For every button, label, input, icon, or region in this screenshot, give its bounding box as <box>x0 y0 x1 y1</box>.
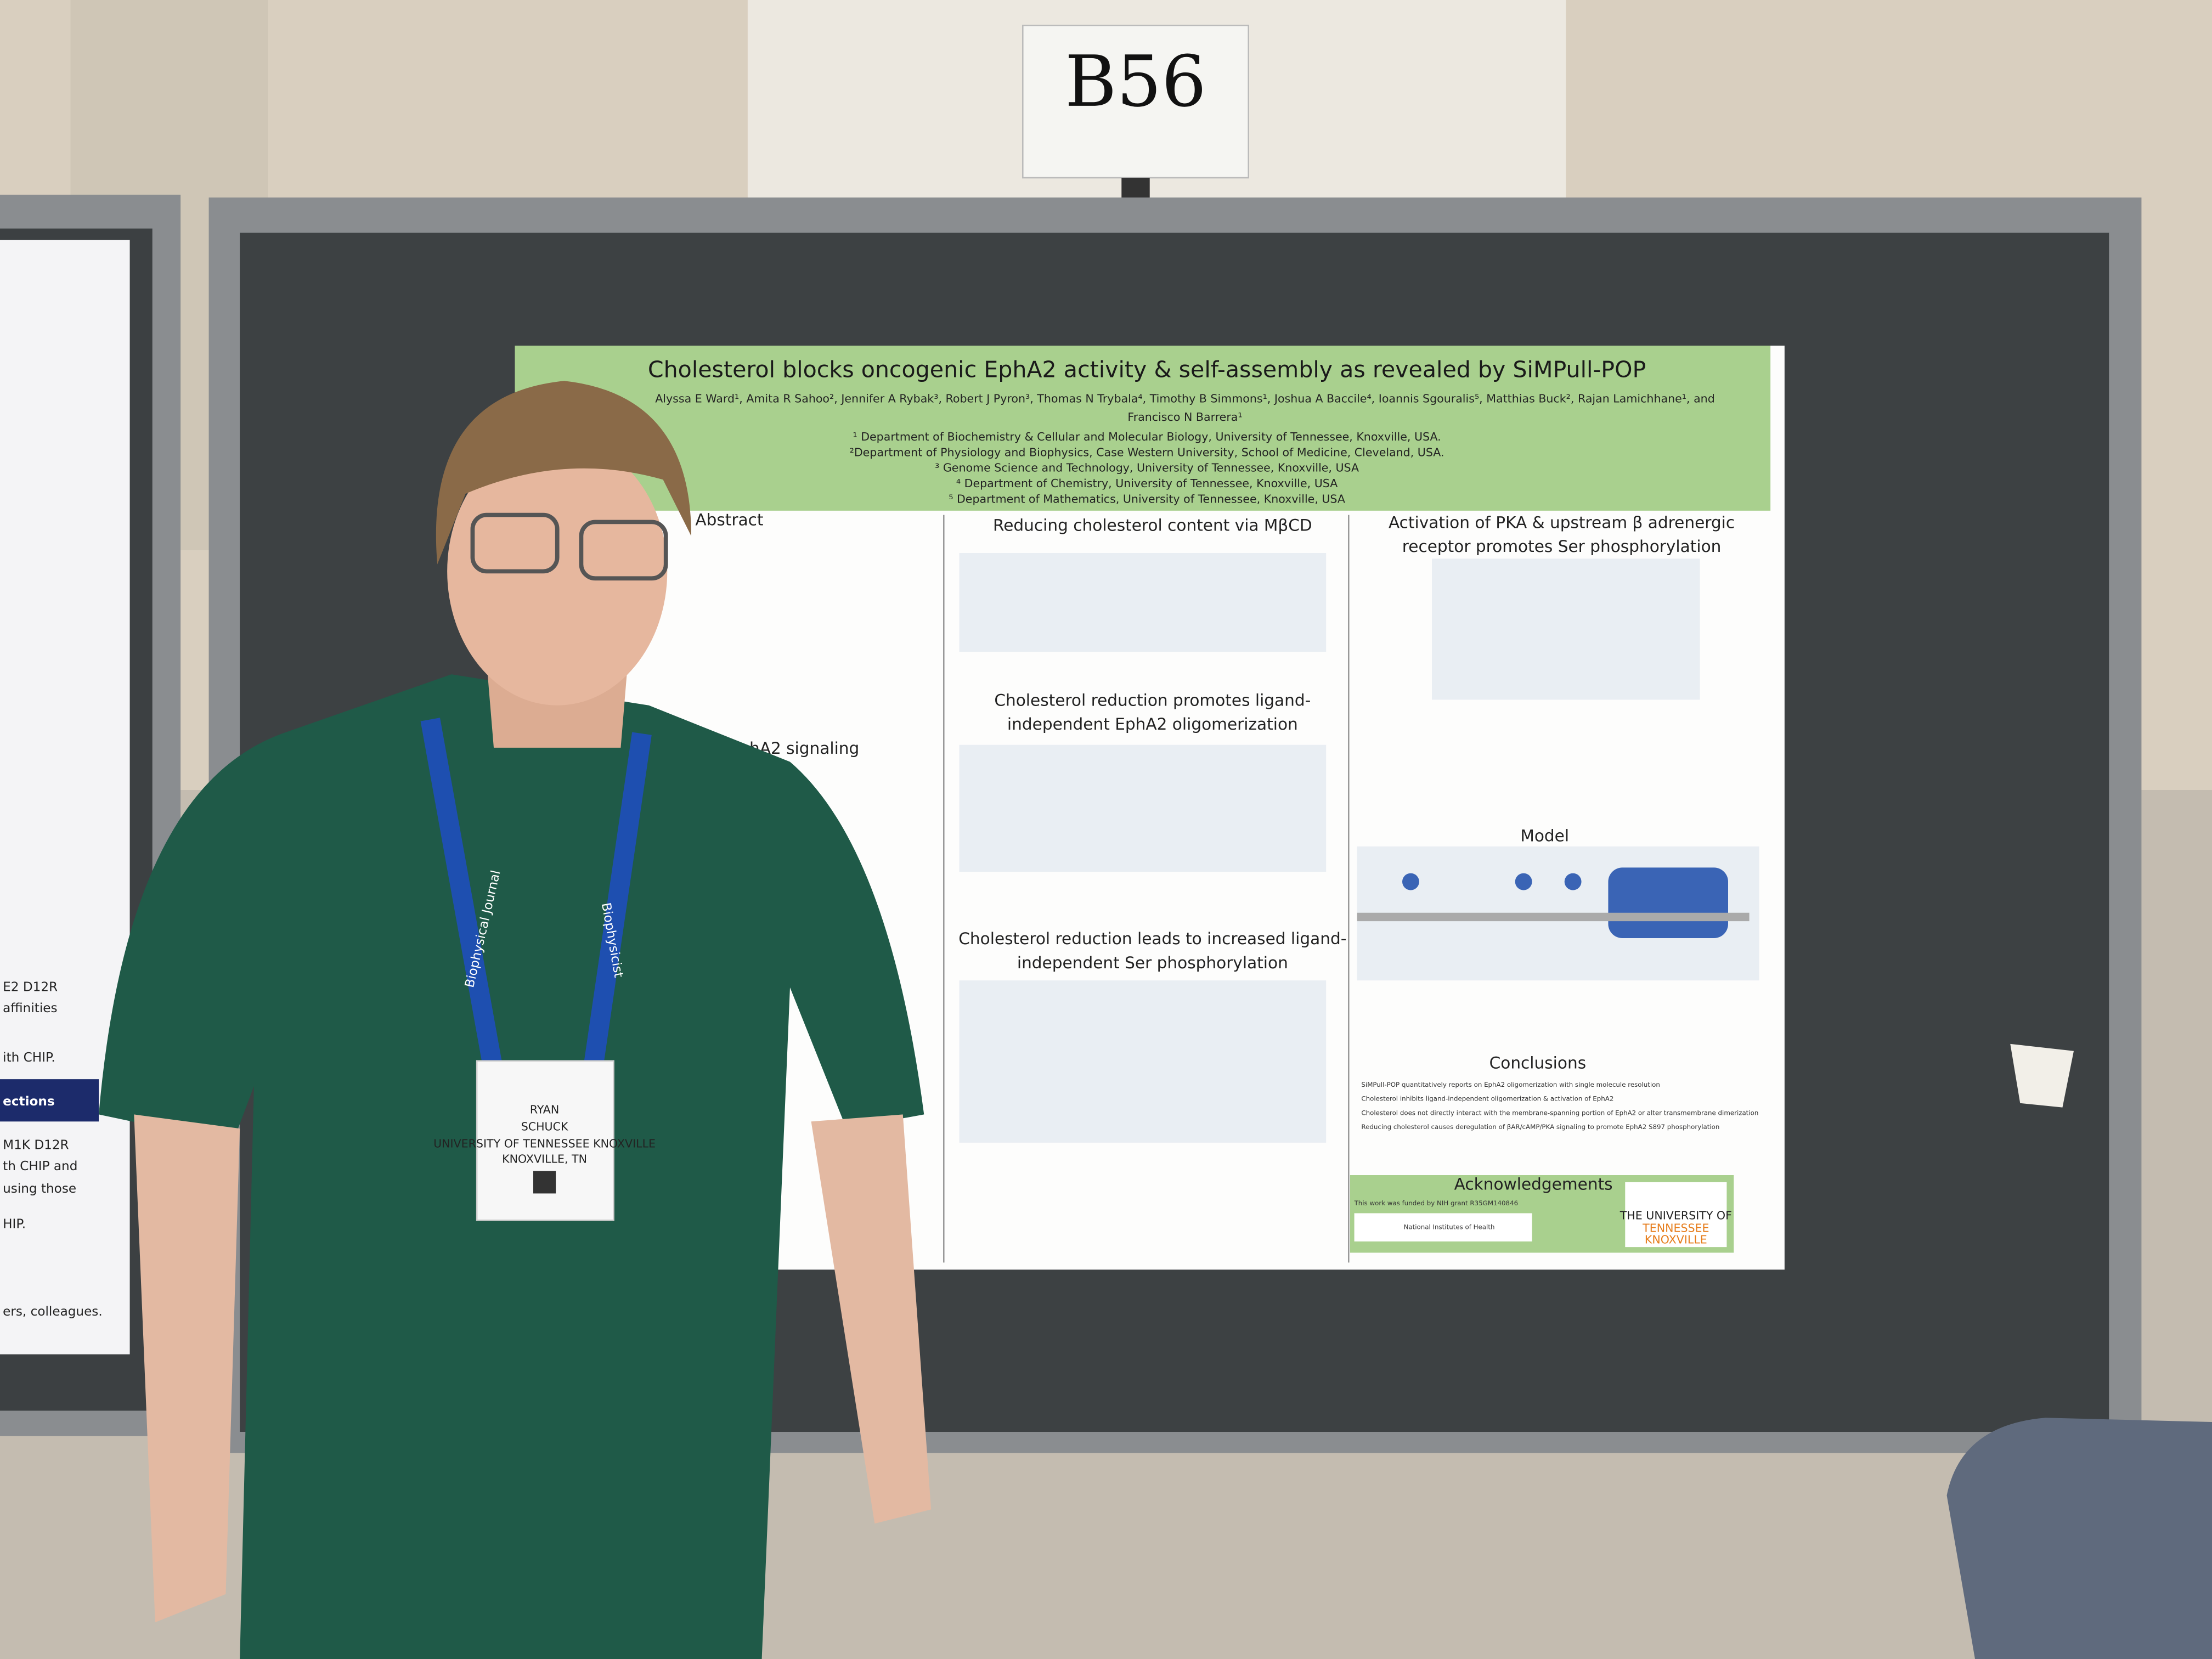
cup <box>2010 1043 2074 1108</box>
section-title: Acknowledgements <box>1454 1175 1613 1194</box>
badge-city: KNOXVILLE, TN <box>502 1153 587 1166</box>
left-text: ers, colleagues. <box>3 1305 103 1319</box>
poster-title: Cholesterol blocks oncogenic EphA2 activ… <box>648 356 1646 382</box>
affiliation: ¹ Department of Biochemistry & Cellular … <box>853 430 1441 443</box>
conclusion-item: Reducing cholesterol causes deregulation… <box>1361 1123 1719 1131</box>
badge-name: SCHUCK <box>521 1120 568 1133</box>
icon <box>1402 873 1419 890</box>
university: TENNESSEE <box>1642 1222 1709 1235</box>
authors: Alyssa E Ward¹, Amita R Sahoo², Jennifer… <box>655 392 1715 405</box>
arm <box>811 1114 932 1524</box>
university: THE UNIVERSITY OF <box>1620 1209 1732 1222</box>
person: Biophysical Journal Biophysicist RYAN SC… <box>99 381 932 1659</box>
ut-logo <box>1625 1182 1727 1248</box>
qr-code <box>533 1171 556 1194</box>
hair <box>436 381 691 565</box>
funding: This work was funded by NIH grant R35GM1… <box>1354 1199 1519 1207</box>
icon <box>1564 873 1582 890</box>
university: KNOXVILLE <box>1645 1233 1707 1246</box>
badge-name: RYAN <box>530 1103 559 1116</box>
affiliation: ³ Genome Science and Technology, Univers… <box>935 461 1359 475</box>
icon <box>1608 867 1728 938</box>
figure <box>1432 558 1700 700</box>
conclusion-item: SiMPull-POP quantitatively reports on Ep… <box>1361 1081 1660 1088</box>
nih-logo <box>1354 1213 1532 1242</box>
left-poster-band <box>0 1079 99 1122</box>
conclusion-item: Cholesterol does not directly interact w… <box>1361 1109 1758 1116</box>
section-title: receptor promotes Ser phosphorylation <box>1402 537 1722 556</box>
section-title: independent EphA2 oligomerization <box>1007 715 1298 733</box>
poster-header <box>515 346 1771 511</box>
left-text: using those <box>3 1182 76 1196</box>
left-text: ections <box>3 1094 55 1109</box>
section-title: Reducing cholesterol content via MβCD <box>993 516 1312 535</box>
left-text: HIP. <box>3 1217 26 1232</box>
left-text: M1K D12R <box>3 1138 69 1153</box>
nih: National Institutes of Health <box>1404 1223 1495 1231</box>
icon <box>1515 873 1532 890</box>
left-text: affinities <box>3 1001 57 1015</box>
arm <box>134 1114 240 1623</box>
left-text: E2 D12R <box>3 980 58 995</box>
section-title: Cholesterol reduction promotes ligand- <box>994 691 1311 710</box>
figure <box>959 744 1327 872</box>
chair <box>1946 1418 2212 1659</box>
affiliation: ⁴ Department of Chemistry, University of… <box>956 477 1338 490</box>
face <box>447 437 668 706</box>
figure <box>959 980 1327 1143</box>
figure <box>959 553 1327 652</box>
left-text: th CHIP and <box>3 1159 77 1173</box>
section-title: Cholesterol reduction leads to increased… <box>958 929 1346 948</box>
section-title: Model <box>1520 826 1569 845</box>
sign <box>1022 25 1249 179</box>
section-title: independent Ser phosphorylation <box>1017 953 1288 972</box>
left-poster <box>0 240 130 1355</box>
affiliation: ⁵ Department of Mathematics, University … <box>949 492 1345 505</box>
section-title: Abstract <box>695 510 763 529</box>
section-title: Conclusions <box>1489 1053 1587 1072</box>
sign-text: B56 <box>1065 41 1206 123</box>
left-text: ith CHIP. <box>3 1051 55 1065</box>
glasses <box>470 512 560 574</box>
authors: Francisco N Barrera¹ <box>1127 410 1242 424</box>
figures <box>959 553 1759 1143</box>
conclusion-item: Cholesterol inhibits ligand-independent … <box>1361 1095 1613 1103</box>
badge-affiliation: UNIVERSITY OF TENNESSEE KNOXVILLE <box>433 1137 656 1150</box>
glasses <box>579 520 668 581</box>
section-title: Activation of PKA & upstream β adrenergi… <box>1389 514 1735 532</box>
badge <box>476 1060 614 1221</box>
affiliation: ²Department of Physiology and Biophysics… <box>850 445 1444 459</box>
